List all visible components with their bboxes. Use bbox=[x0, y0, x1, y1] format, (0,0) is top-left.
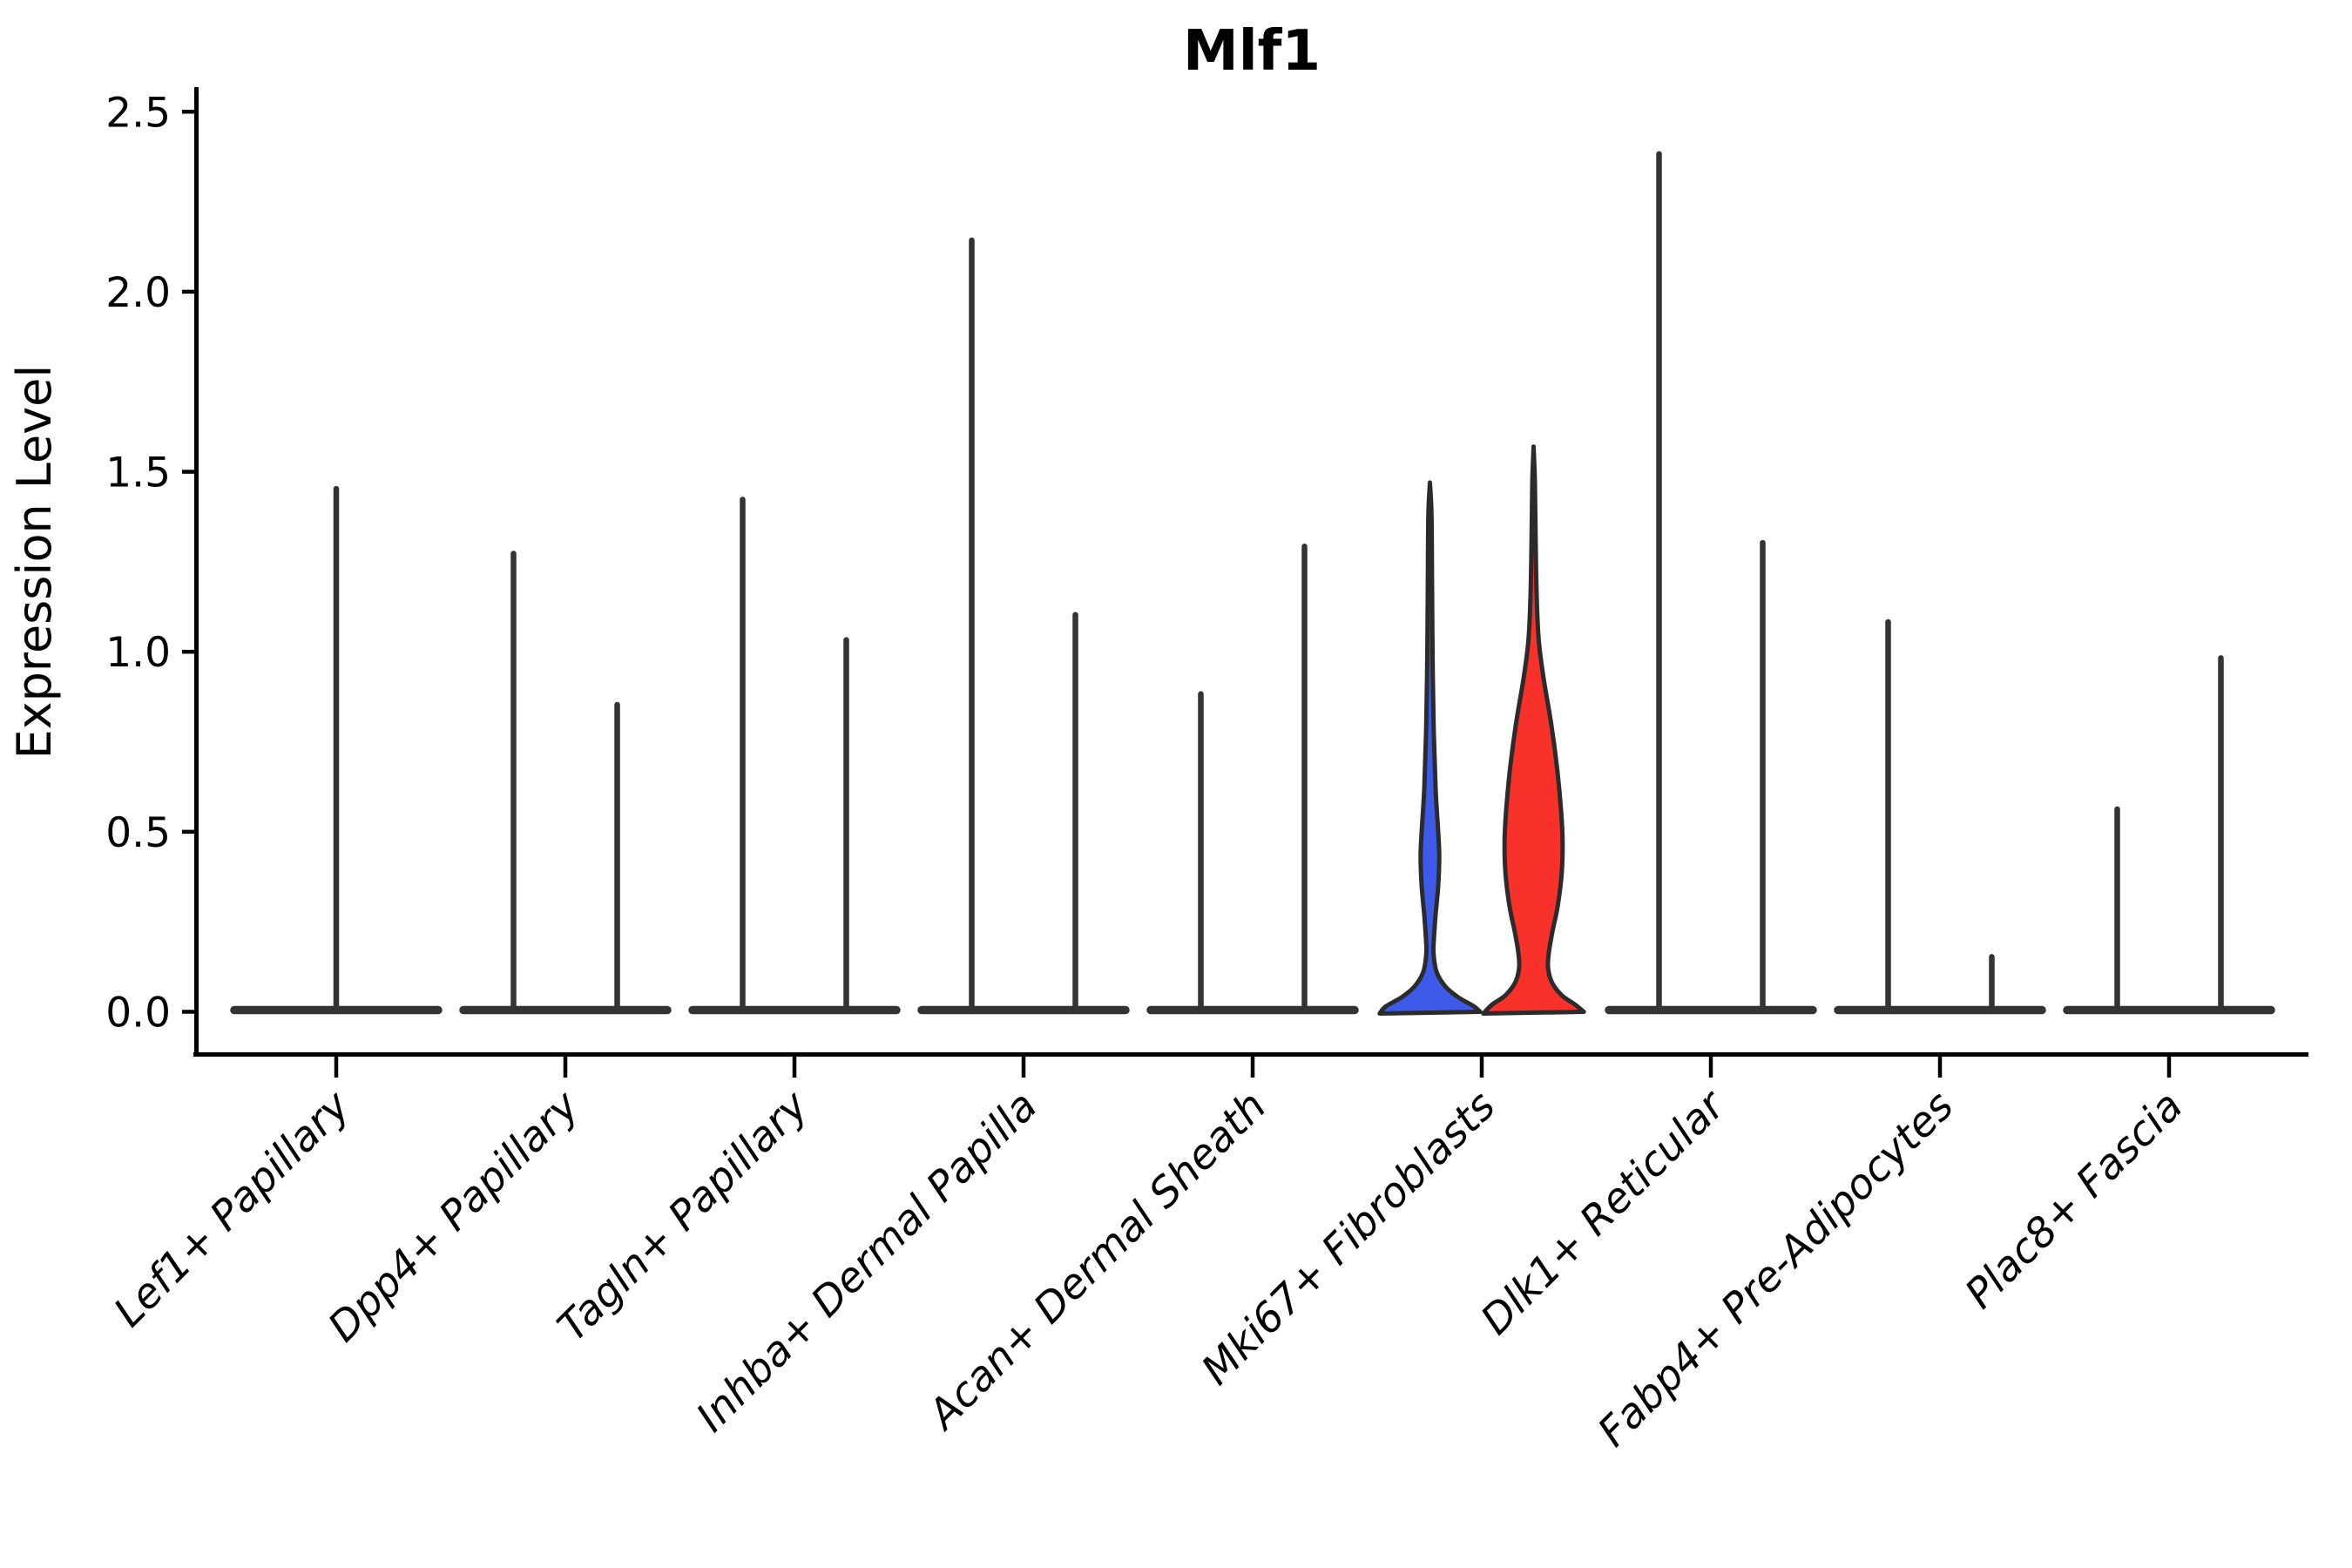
y-tick-label: 2.0 bbox=[105, 269, 171, 317]
violin-body bbox=[1377, 480, 1483, 1016]
violin-layer bbox=[230, 151, 2275, 1016]
y-tick-label: 0.0 bbox=[105, 990, 171, 1037]
y-tick-label: 0.5 bbox=[105, 809, 171, 857]
x-tick-label: Dlk1+ Reticular bbox=[1472, 1080, 1736, 1344]
violin-body bbox=[1481, 444, 1586, 1016]
x-tick-label: Dpp4+ Papillary bbox=[319, 1081, 589, 1351]
x-tick-label: Lef1+ Papillary bbox=[105, 1081, 360, 1336]
x-tick-label: Tagln+ Papillary bbox=[549, 1081, 819, 1351]
y-tick-label: 2.5 bbox=[105, 89, 171, 137]
x-tick-label: Plac8+ Fascia bbox=[1956, 1082, 2192, 1318]
chart-title: Mlf1 bbox=[1183, 19, 1321, 84]
axes-layer bbox=[182, 87, 2308, 1078]
y-tick-label: 1.0 bbox=[105, 629, 171, 677]
y-axis-title: Expression Level bbox=[7, 365, 62, 760]
y-tick-label: 1.5 bbox=[105, 449, 171, 497]
